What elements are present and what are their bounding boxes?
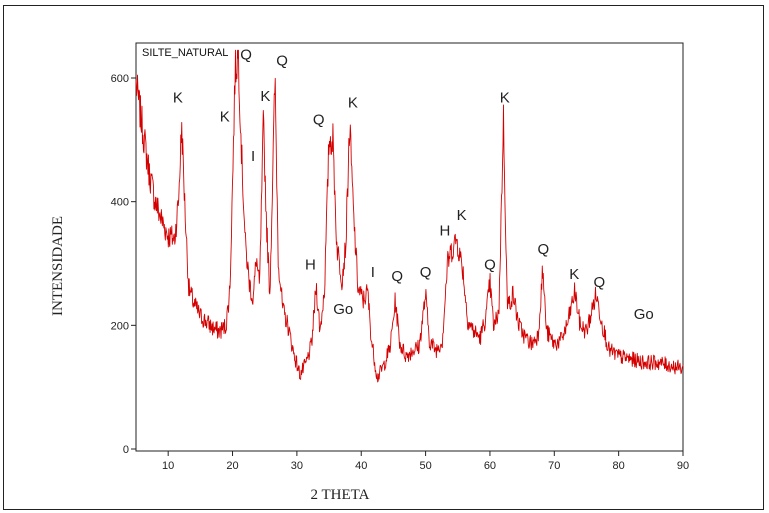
peak-label: Q bbox=[538, 241, 550, 258]
x-tick-label: 70 bbox=[548, 460, 560, 472]
peak-label: K bbox=[569, 266, 579, 283]
y-tick-label: 400 bbox=[111, 197, 129, 209]
axis-ticks: 10 20 30 40 50 60 70 80 90 0 200 400 600 bbox=[111, 73, 689, 472]
peak-label: Q bbox=[276, 53, 288, 70]
peak-label: K bbox=[457, 207, 467, 224]
peak-label: K bbox=[348, 95, 358, 112]
peak-label: K bbox=[500, 90, 510, 107]
peak-label: Q bbox=[420, 264, 432, 281]
peak-label: Go bbox=[333, 301, 353, 318]
x-tick-label: 90 bbox=[677, 460, 689, 472]
x-axis-label: 2 THETA bbox=[311, 487, 370, 503]
peak-label: Q bbox=[594, 274, 606, 291]
peak-label: I bbox=[251, 148, 255, 165]
y-tick-label: 200 bbox=[111, 320, 129, 332]
peak-label: Q bbox=[240, 46, 252, 63]
x-tick-label: 60 bbox=[484, 460, 496, 472]
y-tick-label: 600 bbox=[111, 73, 129, 85]
peak-label: Q bbox=[484, 257, 496, 274]
x-tick-label: 30 bbox=[291, 460, 303, 472]
figure-frame bbox=[3, 5, 764, 510]
peak-label: H bbox=[439, 223, 450, 240]
y-axis-label: INTENSIDADE bbox=[50, 216, 66, 316]
peak-label: H bbox=[305, 257, 316, 274]
sample-name: SILTE_NATURAL bbox=[142, 47, 228, 59]
plot-area bbox=[135, 42, 684, 452]
peak-label: Go bbox=[634, 306, 654, 323]
peak-label: K bbox=[220, 108, 230, 125]
x-tick-label: 50 bbox=[419, 460, 431, 472]
x-tick-label: 80 bbox=[613, 460, 625, 472]
diffraction-line bbox=[135, 49, 684, 383]
y-tick-label: 0 bbox=[123, 444, 129, 456]
peak-label: I bbox=[371, 264, 375, 281]
x-tick-label: 20 bbox=[226, 460, 238, 472]
peak-label: K bbox=[260, 88, 270, 105]
x-tick-label: 10 bbox=[162, 460, 174, 472]
diffraction-series bbox=[135, 49, 684, 383]
x-tick-label: 40 bbox=[355, 460, 367, 472]
peak-label: Q bbox=[391, 268, 403, 285]
peak-label: Q bbox=[313, 111, 325, 128]
peak-label: K bbox=[173, 90, 183, 107]
